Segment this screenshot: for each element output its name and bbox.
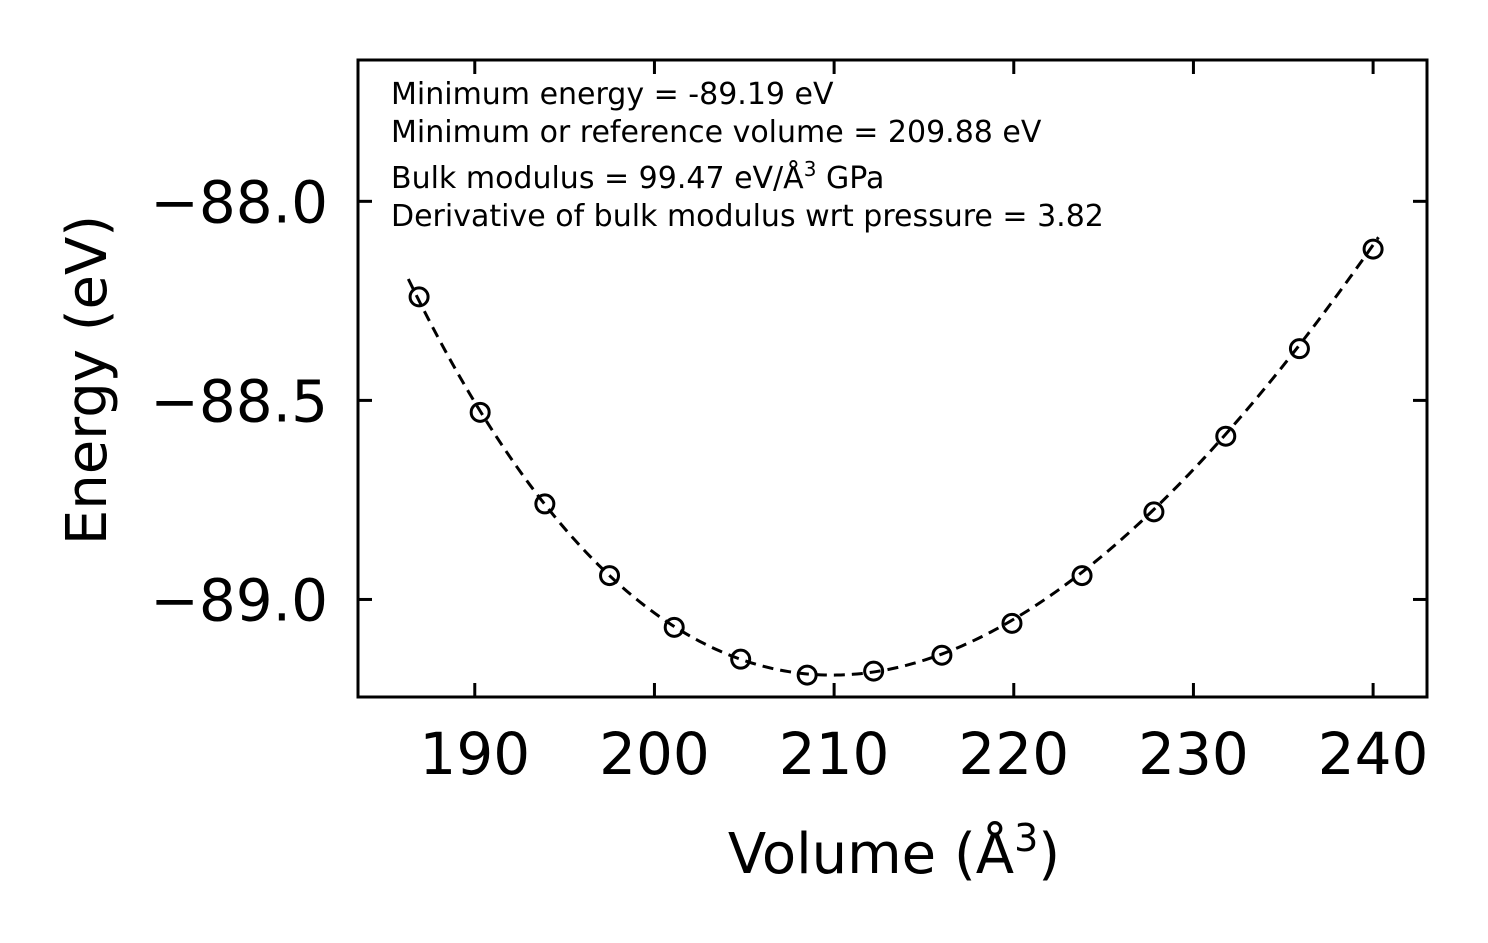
tick-marks <box>358 60 1427 697</box>
plot-frame <box>356 58 1429 699</box>
x-tick-label: 200 <box>599 720 710 788</box>
x-axis-label-close: ) <box>1038 822 1060 887</box>
data-point <box>408 286 430 308</box>
x-tick-label: 230 <box>1138 720 1249 788</box>
x-axis-label-sup: 3 <box>1014 816 1038 860</box>
annotation-ref-volume: Minimum or reference volume = 209.88 eV <box>391 115 1042 150</box>
data-point <box>931 644 953 666</box>
data-point <box>730 648 752 670</box>
data-point <box>663 616 685 638</box>
data-point <box>534 493 556 515</box>
x-tick-label: 240 <box>1318 720 1429 788</box>
data-point <box>863 660 885 682</box>
fit-line-layer <box>406 236 1380 677</box>
data-point <box>1071 565 1093 587</box>
data-point <box>1143 501 1165 523</box>
data-point <box>1288 338 1310 360</box>
fit-curve <box>406 236 1380 677</box>
annotation-min-energy: Minimum energy = -89.19 eV <box>391 77 834 112</box>
x-tick-labels: 190 200 210 220 230 240 <box>419 720 1428 788</box>
x-axis-label: Volume (Å3) <box>728 816 1060 887</box>
data-points <box>408 238 1384 686</box>
y-tick-label: −88.0 <box>150 168 328 236</box>
annotation-bulk-derivative: Derivative of bulk modulus wrt pressure … <box>391 199 1104 234</box>
y-tick-labels: −88.0 −88.5 −89.0 <box>150 168 328 634</box>
x-tick-label: 190 <box>419 720 530 788</box>
data-point <box>796 664 818 686</box>
y-tick-label: −88.5 <box>150 367 328 435</box>
data-point <box>1215 425 1237 447</box>
annotation-bulk-modulus-sup: 3 <box>804 157 817 181</box>
y-tick-label: −89.0 <box>150 566 328 634</box>
annotation-bulk-modulus-unit: GPa <box>816 161 884 196</box>
data-point <box>1001 612 1023 634</box>
data-point <box>1362 238 1384 260</box>
annotation-bulk-modulus: Bulk modulus = 99.47 eV/Å3 GPa <box>391 157 884 196</box>
x-tick-label: 210 <box>779 720 890 788</box>
x-tick-label: 220 <box>958 720 1069 788</box>
annotation-bulk-modulus-text: Bulk modulus = 99.47 eV/Å <box>391 160 804 196</box>
data-point <box>469 401 491 423</box>
x-axis-label-text: Volume (Å <box>728 821 1014 887</box>
y-axis-label: Energy (eV) <box>55 215 120 545</box>
data-point <box>599 565 621 587</box>
